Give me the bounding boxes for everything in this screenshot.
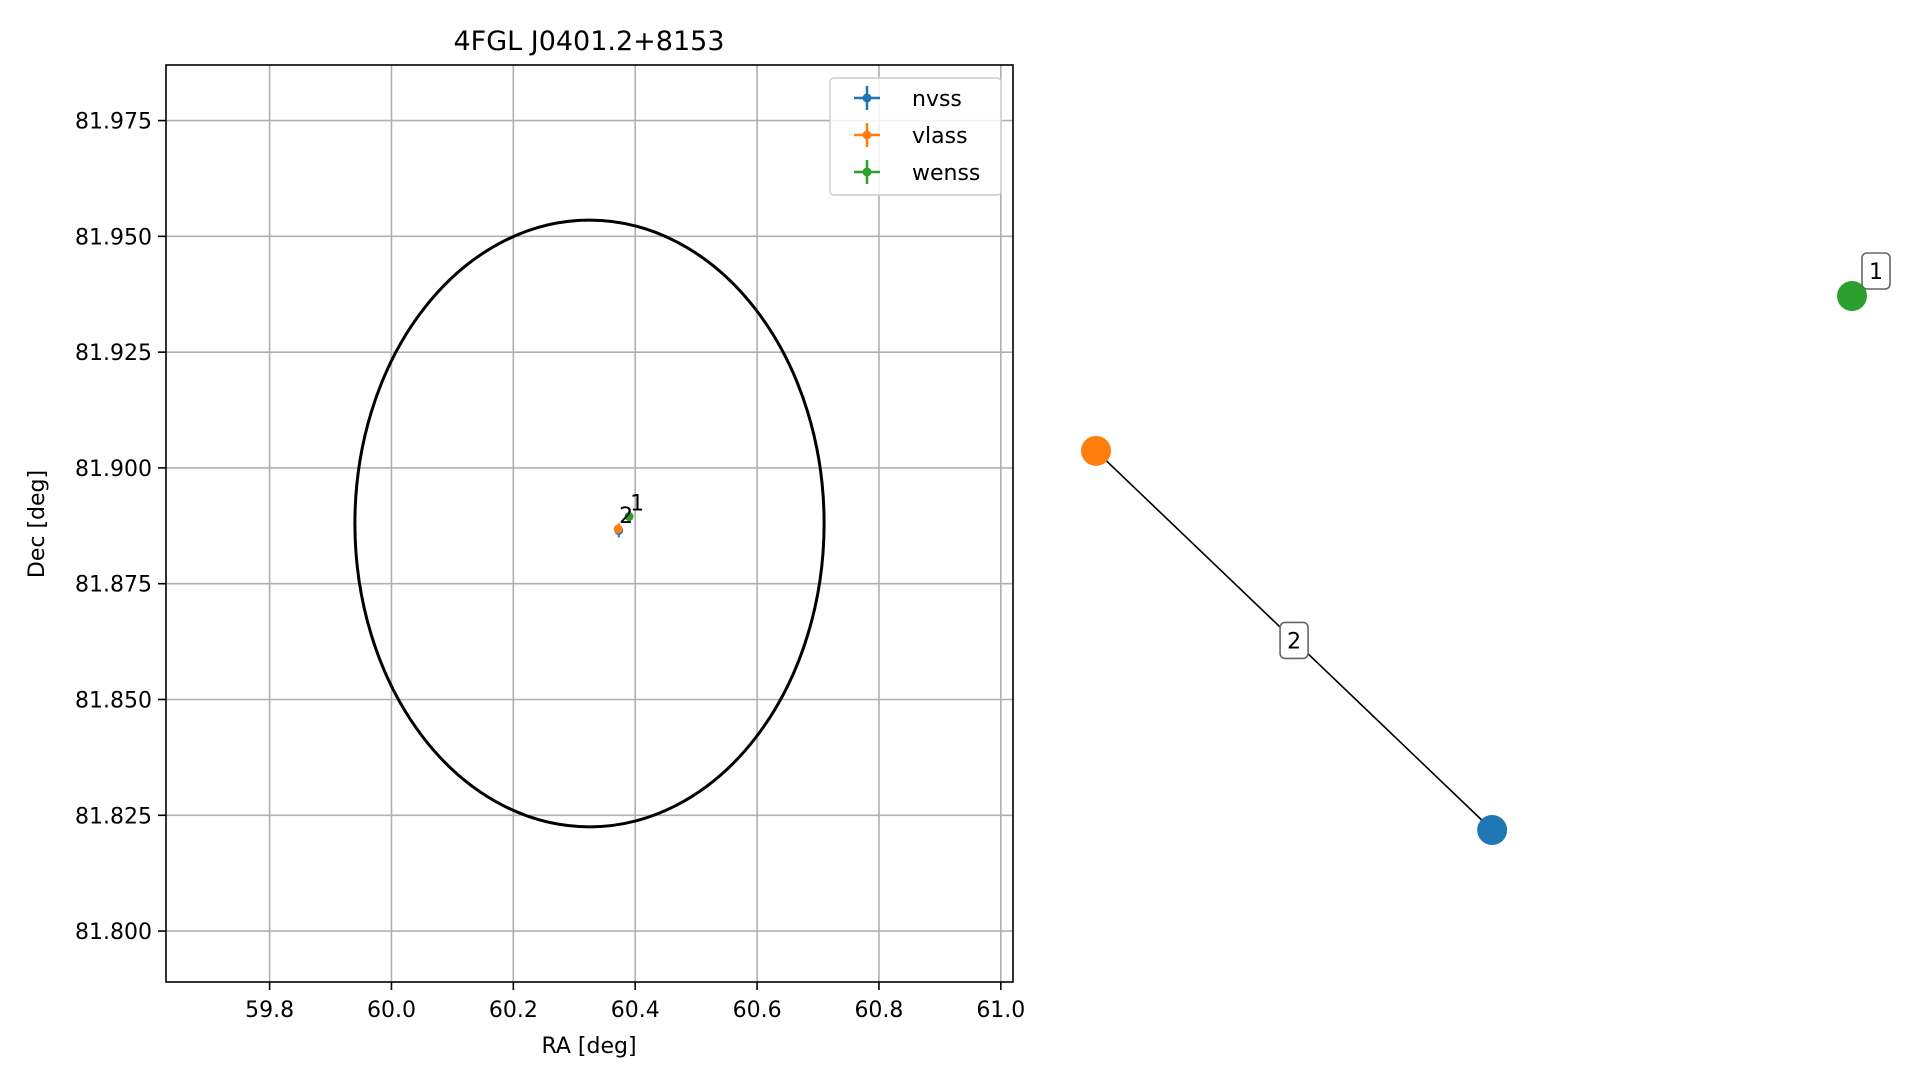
y-tick-label: 81.875 bbox=[75, 573, 152, 598]
x-tick-label: 59.8 bbox=[245, 998, 294, 1023]
annotation-layer: 12 bbox=[619, 492, 644, 530]
data-point-vlass bbox=[613, 524, 623, 534]
x-tick-label: 60.4 bbox=[611, 998, 660, 1023]
y-tick-label: 81.975 bbox=[75, 110, 152, 135]
ellipse-layer bbox=[353, 218, 826, 829]
x-tick-label: 60.0 bbox=[367, 998, 416, 1023]
legend-marker-wenss bbox=[862, 167, 872, 177]
legend-label-vlass: vlass bbox=[912, 124, 968, 149]
y-tick-label: 81.800 bbox=[75, 920, 152, 945]
y-tick-label: 81.825 bbox=[75, 804, 152, 829]
legend-label-wenss: wenss bbox=[912, 161, 980, 186]
points-layer bbox=[613, 510, 634, 538]
error-ellipse bbox=[353, 218, 826, 829]
legend-marker-vlass bbox=[862, 130, 872, 140]
y-axis-ticks: 81.800 81.825 81.850 81.875 81.900 81.925 81.9… bbox=[75, 110, 166, 945]
legend-entries: nvss vlass wenss bbox=[854, 86, 980, 186]
y-axis-label: Dec [deg] bbox=[25, 470, 50, 578]
edge-layer: 2 bbox=[1095, 450, 1493, 831]
y-tick-label: 81.900 bbox=[75, 457, 152, 482]
node-layer bbox=[1081, 281, 1867, 845]
point-annotation: 2 bbox=[619, 504, 633, 529]
edge-label-box bbox=[1279, 621, 1309, 660]
y-tick-label: 81.950 bbox=[75, 225, 152, 250]
graph-node-wenss bbox=[1837, 281, 1867, 311]
node-label-box bbox=[1861, 252, 1891, 290]
x-tick-label: 60.8 bbox=[854, 998, 903, 1023]
legend-marker-nvss bbox=[862, 93, 872, 103]
x-tick-label: 60.2 bbox=[489, 998, 538, 1023]
legend-label-nvss: nvss bbox=[912, 87, 962, 112]
x-axis-ticks: 59.8 60.0 60.2 60.4 60.6 60.8 61.0 bbox=[245, 982, 1025, 1023]
plot-frame bbox=[165, 64, 1014, 983]
plot-area bbox=[166, 65, 1013, 982]
legend-box bbox=[829, 77, 1002, 196]
x-tick-label: 60.6 bbox=[733, 998, 782, 1023]
x-tick-label: 61.0 bbox=[976, 998, 1025, 1023]
point-annotation: 1 bbox=[630, 492, 644, 517]
edge-label: 2 bbox=[1287, 629, 1301, 654]
y-tick-label: 81.925 bbox=[75, 341, 152, 366]
legend: nvss vlass wenss bbox=[829, 77, 1002, 196]
graph-panel: 2 1 bbox=[1081, 252, 1891, 845]
y-tick-label: 81.850 bbox=[75, 688, 152, 713]
graph-node-nvss bbox=[1477, 815, 1508, 845]
data-point-wenss bbox=[624, 512, 634, 522]
graph-node-vlass bbox=[1081, 435, 1111, 466]
node-label-layer: 1 bbox=[1861, 252, 1891, 290]
scatter-panel: 12 59.8 60.0 60.2 60.4 60.6 60.8 61.0 81.80081… bbox=[25, 26, 1025, 1059]
grid-layer bbox=[166, 65, 1013, 982]
x-axis-label: RA [deg] bbox=[541, 1034, 636, 1059]
node-label: 1 bbox=[1869, 260, 1883, 285]
chart-title: 4FGL J0401.2+8153 bbox=[453, 26, 724, 57]
